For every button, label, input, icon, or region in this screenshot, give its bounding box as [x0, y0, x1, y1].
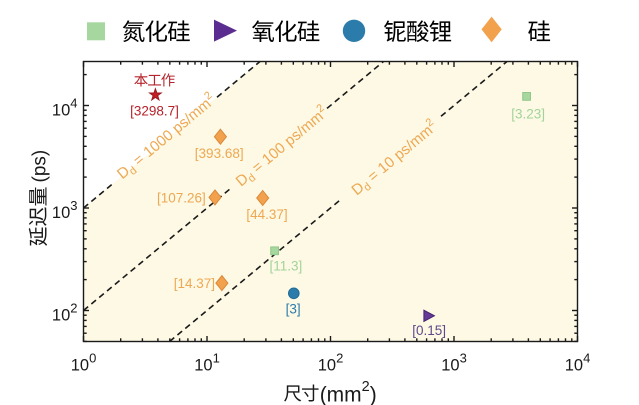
- svg-text:[44.37]: [44.37]: [246, 207, 287, 222]
- svg-text:102: 102: [52, 301, 78, 325]
- svg-text:103: 103: [52, 198, 78, 222]
- svg-text:[3]: [3]: [286, 301, 301, 316]
- svg-text:(ps): (ps): [29, 150, 50, 183]
- svg-text:[14.37]: [14.37]: [174, 276, 215, 291]
- svg-text:[11.3]: [11.3]: [270, 259, 303, 274]
- svg-text:[0.15]: [0.15]: [412, 323, 446, 338]
- svg-text:[3298.7]: [3298.7]: [130, 103, 179, 118]
- svg-text:[393.68]: [393.68]: [195, 146, 244, 161]
- svg-text:[107.26]: [107.26]: [157, 190, 206, 205]
- svg-text:[3.23]: [3.23]: [511, 107, 545, 122]
- svg-text:104: 104: [52, 96, 78, 120]
